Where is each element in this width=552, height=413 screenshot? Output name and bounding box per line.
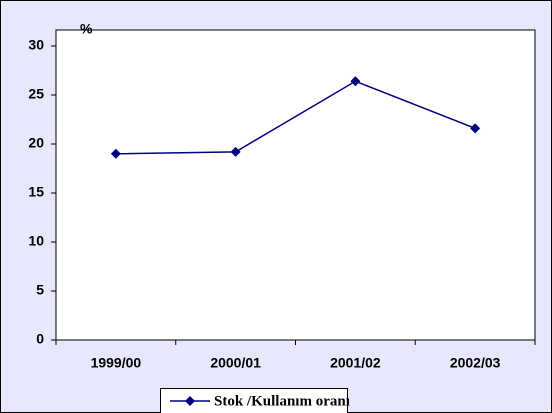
y-tick-label: 0 (36, 331, 44, 347)
x-tick-label: 2001/02 (330, 355, 381, 371)
y-axis-label: % (80, 21, 93, 37)
y-tick-label: 10 (28, 233, 44, 249)
legend-label: Stok /Kullanım oranı (214, 393, 350, 409)
y-tick-label: 30 (28, 37, 44, 53)
marker (350, 76, 361, 87)
y-tick-label: 15 (28, 184, 44, 200)
marker (230, 146, 241, 157)
x-tick-label: 1999/00 (91, 355, 142, 371)
y-tick-label: 20 (28, 135, 44, 151)
y-tick-label: 5 (36, 282, 44, 298)
x-tick-label: 2000/01 (210, 355, 261, 371)
series-line (115, 80, 476, 155)
marker (470, 123, 481, 134)
plot-area (55, 29, 536, 341)
y-tick-label: 25 (28, 86, 44, 102)
x-tick-label: 2002/03 (450, 355, 501, 371)
legend-marker (185, 396, 195, 406)
marker (110, 148, 121, 159)
